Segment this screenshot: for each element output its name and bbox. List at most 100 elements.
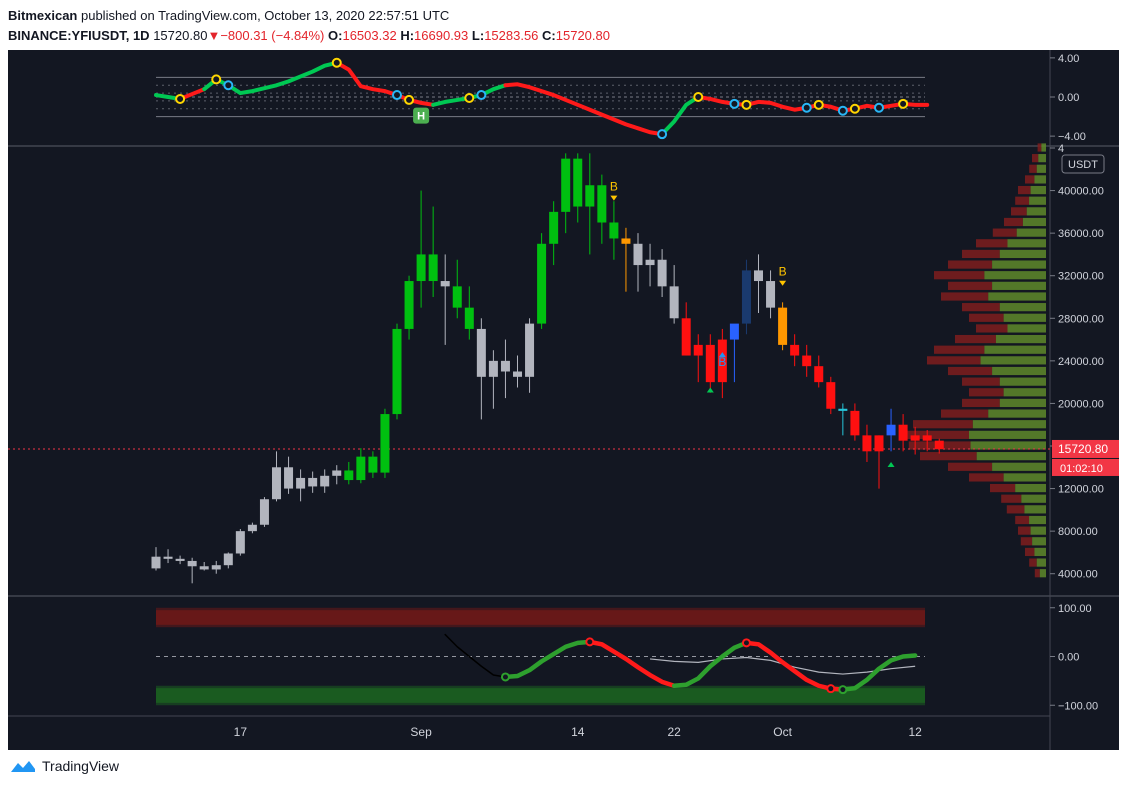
candle-body — [428, 254, 438, 282]
oscillator-dot-marker — [404, 94, 415, 105]
volume-profile-buy-bar — [1030, 526, 1046, 535]
volume-profile-sell-bar — [1018, 526, 1031, 535]
candle-body — [284, 467, 294, 489]
volume-profile-sell-bar — [920, 452, 977, 461]
volume-profile-sell-bar — [1025, 547, 1035, 557]
price-y-tick-label: 32000.00 — [1058, 271, 1104, 283]
last-price-tag-text: 15720.80 — [1058, 442, 1108, 456]
volume-profile-buy-bar — [992, 366, 1046, 376]
candle-body — [476, 328, 486, 377]
volume-profile-buy-bar — [992, 462, 1046, 471]
signal-arrow-up-icon — [706, 387, 714, 393]
open-label: O: — [328, 28, 343, 43]
price-y-tick-label: 8000.00 — [1058, 526, 1098, 538]
candle-body — [500, 360, 510, 372]
volume-profile-buy-bar — [992, 260, 1046, 269]
candle-body — [235, 531, 245, 554]
oscillator-dot-marker — [693, 92, 704, 102]
candle-body — [223, 553, 233, 566]
tradingview-brand: TradingView — [42, 758, 120, 774]
volume-profile-buy-bar — [1039, 569, 1046, 578]
volume-profile-buy-bar — [976, 452, 1046, 461]
signal-arrow-up-icon — [718, 352, 726, 358]
volume-profile-sell-bar — [962, 377, 1000, 386]
oscillator-dot-marker — [898, 98, 909, 109]
volume-profile-sell-bar — [1029, 558, 1037, 567]
candle-body — [308, 477, 318, 487]
candle-body — [826, 382, 836, 409]
countdown-tag-box — [1052, 458, 1119, 476]
candle-body — [392, 328, 402, 415]
oscillator-dot-marker — [464, 92, 475, 103]
volume-profile-buy-bar — [999, 398, 1046, 408]
wave-main-line-segment — [444, 633, 507, 678]
oscillator-line-segment — [334, 60, 436, 107]
wave-y-tick-label: 0.00 — [1058, 652, 1079, 664]
wave-main-line-segment — [671, 640, 749, 688]
volume-profile-buy-bar — [1030, 185, 1046, 195]
volume-profile-sell-bar — [1029, 164, 1037, 173]
volume-profile-buy-bar — [992, 281, 1046, 290]
volume-profile-buy-bar — [972, 420, 1046, 429]
volume-profile-sell-bar — [913, 420, 973, 429]
wave-main-line-segment — [840, 653, 918, 692]
candle-body — [404, 281, 414, 329]
candle-body — [922, 435, 932, 441]
volume-profile-sell-bar — [1015, 196, 1030, 205]
volume-profile-buy-bar — [988, 292, 1046, 301]
oscillator-line-segment — [660, 95, 701, 137]
wave-main-line-segment — [587, 639, 677, 688]
candle-body — [464, 307, 474, 329]
candle-body — [356, 456, 366, 481]
symbol-name[interactable]: BINANCE:YFIUSDT, 1D — [8, 28, 150, 43]
candle-body — [211, 565, 221, 570]
time-axis-tick-label: 12 — [908, 725, 922, 739]
volume-profile-buy-bar — [1015, 483, 1046, 493]
oscillator-dot-marker — [476, 90, 487, 101]
chart-area[interactable]: H 4.00 0.00 −4.00 B B B 4000.00 8000.00 12000.00 1… — [8, 50, 1119, 750]
candle-body — [898, 424, 908, 441]
candle-body — [778, 307, 788, 345]
oscillator-dot-marker — [392, 90, 402, 101]
volume-profile-sell-bar — [990, 483, 1016, 493]
volume-profile-sell-bar — [1001, 494, 1022, 503]
candle-body — [247, 524, 257, 532]
oscillator-dot-marker — [801, 102, 812, 113]
candle-body — [766, 281, 776, 308]
volume-profile-sell-bar — [1032, 154, 1039, 163]
author-name[interactable]: Bitmexican — [8, 8, 78, 23]
wave-cross-marker — [826, 684, 836, 694]
high-value: 16690.93 — [414, 28, 469, 43]
candle-body — [886, 424, 896, 436]
time-axis-tick-label: Sep — [410, 725, 432, 739]
price-y-tick-label: 40000.00 — [1058, 186, 1104, 198]
wave-main-line-segment — [503, 639, 593, 680]
candle-body — [754, 270, 763, 282]
tradingview-footer: TradingView — [10, 758, 119, 774]
currency-label-box — [1061, 154, 1105, 174]
wave-cross-marker — [838, 685, 848, 695]
oscillator-dot-marker — [211, 74, 222, 85]
oscillator-y-tick-label: 0.00 — [1058, 92, 1079, 104]
chart-canvas[interactable]: H 4.00 0.00 −4.00 B B B 4000.00 8000.00 12000.00 1… — [8, 50, 1119, 750]
signal-arrow-down-icon — [779, 280, 787, 286]
oscillator-y-tick-label: 4.00 — [1058, 53, 1079, 65]
candle-body — [717, 339, 727, 383]
volume-profile-buy-bar — [980, 356, 1046, 365]
volume-profile-sell-bar — [948, 366, 993, 376]
candle-body — [705, 344, 715, 383]
oscillator-dot-marker — [657, 129, 668, 140]
candle-body — [525, 323, 535, 377]
volume-profile-buy-bar — [1003, 388, 1046, 397]
volume-profile-buy-bar — [1007, 239, 1046, 248]
volume-profile-sell-bar — [969, 313, 1004, 322]
wave-y-tick-label: −100.00 — [1058, 700, 1098, 712]
volume-profile-buy-bar — [984, 345, 1046, 354]
last-price-tag-box — [1052, 439, 1119, 458]
high-label: H: — [400, 28, 415, 43]
volume-profile-buy-bar — [1032, 537, 1046, 546]
volume-profile-sell-bar — [1025, 175, 1035, 184]
candle-body — [151, 556, 161, 569]
wave-y-tick-label: 100.00 — [1058, 603, 1092, 615]
volume-profile-sell-bar — [934, 271, 985, 280]
